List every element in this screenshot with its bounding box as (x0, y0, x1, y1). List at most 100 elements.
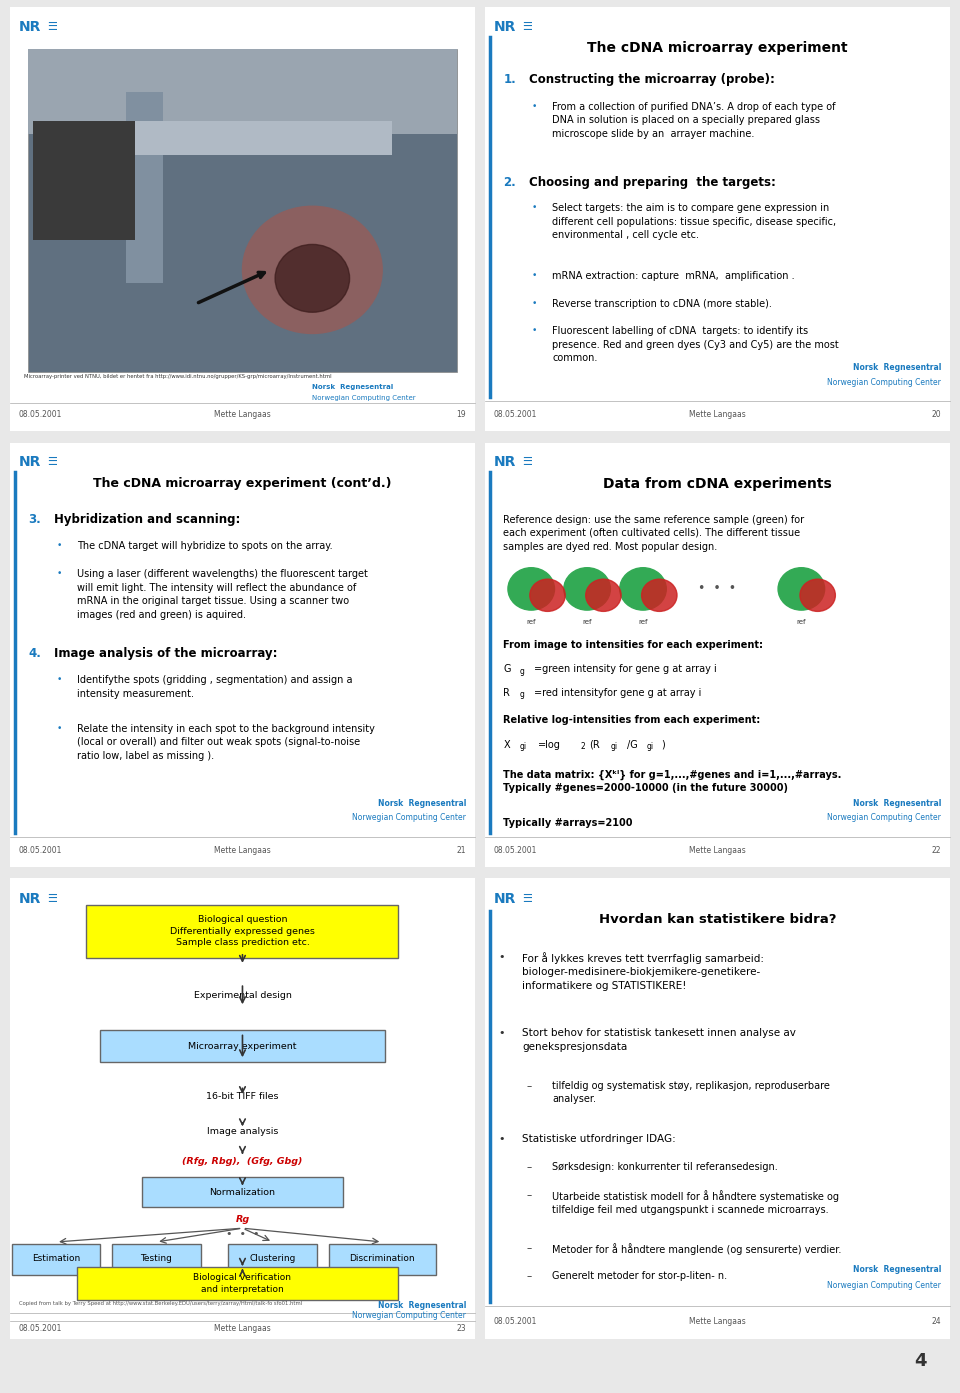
Text: 08.05.2001: 08.05.2001 (19, 411, 62, 419)
Text: Norsk  Regnesentral: Norsk Regnesentral (852, 1265, 941, 1275)
Text: NR: NR (494, 892, 516, 905)
Text: Norsk  Regnesentral: Norsk Regnesentral (377, 798, 466, 808)
Text: g: g (519, 690, 524, 699)
Text: Mette Langaas: Mette Langaas (689, 1316, 746, 1326)
Text: •: • (498, 951, 505, 963)
Text: Hvordan kan statistikere bidra?: Hvordan kan statistikere bidra? (599, 912, 836, 926)
Text: gi: gi (611, 742, 617, 751)
Text: ref: ref (797, 618, 806, 624)
Text: Mette Langaas: Mette Langaas (214, 1323, 271, 1333)
Text: •: • (57, 542, 61, 550)
Text: •: • (531, 272, 537, 280)
Text: Mette Langaas: Mette Langaas (214, 846, 271, 855)
Text: 08.05.2001: 08.05.2001 (19, 846, 62, 855)
Text: For å lykkes kreves tett tverrfaglig samarbeid:
biologer-medisinere-biokjemikere: For å lykkes kreves tett tverrfaglig sam… (522, 951, 764, 990)
Text: Biological question
Differentially expressed genes
Sample class prediction etc.: Biological question Differentially expre… (170, 915, 315, 947)
Text: 2: 2 (580, 742, 585, 751)
Text: ☰: ☰ (47, 22, 57, 32)
Text: 22: 22 (931, 846, 941, 855)
Text: •: • (531, 326, 537, 336)
Text: The cDNA target will hybridize to spots on the array.: The cDNA target will hybridize to spots … (77, 542, 333, 552)
FancyBboxPatch shape (86, 905, 398, 958)
Text: Microarray experiment: Microarray experiment (188, 1042, 297, 1050)
Text: Mette Langaas: Mette Langaas (214, 411, 271, 419)
Text: –: – (527, 1162, 532, 1173)
Circle shape (641, 579, 677, 612)
Text: (Rfg, Rbg),  (Gfg, Gbg): (Rfg, Rbg), (Gfg, Gbg) (182, 1158, 302, 1166)
Text: •: • (498, 1028, 505, 1038)
Text: Relative log-intensities from each experiment:: Relative log-intensities from each exper… (503, 715, 760, 726)
Circle shape (564, 568, 611, 610)
Circle shape (620, 568, 666, 610)
Text: ☰: ☰ (522, 457, 532, 468)
FancyBboxPatch shape (328, 1244, 436, 1275)
Text: Norsk  Regnesentral: Norsk Regnesentral (377, 1301, 466, 1309)
Text: Norwegian Computing Center: Norwegian Computing Center (352, 814, 466, 822)
Text: Using a laser (different wavelengths) the fluorescent target
will emit light. Th: Using a laser (different wavelengths) th… (77, 568, 368, 620)
Text: NR: NR (19, 456, 41, 469)
Text: Copied from talk by Terry Speed at http://www.stat.Berkeley.EDU/users/terry/zarr: Copied from talk by Terry Speed at http:… (19, 1301, 302, 1305)
Text: ☰: ☰ (522, 22, 532, 32)
Text: Fluorescent labelling of cDNA  targets: to identify its
presence. Red and green : Fluorescent labelling of cDNA targets: t… (552, 326, 839, 364)
Text: Statistiske utfordringer IDAG:: Statistiske utfordringer IDAG: (522, 1134, 676, 1144)
Text: Identifythe spots (gridding , segmentation) and assign a
intensity measurement.: Identifythe spots (gridding , segmentati… (77, 676, 352, 699)
Text: Microarray-printer ved NTNU, bildet er hentet fra http://www.idi.ntnu.no/grupper: Microarray-printer ved NTNU, bildet er h… (24, 373, 331, 379)
Text: tilfeldig og systematisk støy, replikasjon, reproduserbare
analyser.: tilfeldig og systematisk støy, replikasj… (552, 1081, 830, 1105)
Text: Choosing and preparing  the targets:: Choosing and preparing the targets: (529, 176, 776, 188)
Text: Stort behov for statistisk tankesett innen analyse av
genekspresjonsdata: Stort behov for statistisk tankesett inn… (522, 1028, 796, 1052)
Circle shape (800, 579, 835, 612)
Text: •: • (57, 724, 61, 733)
Text: Reverse transcription to cDNA (more stable).: Reverse transcription to cDNA (more stab… (552, 298, 772, 309)
Text: Reference design: use the same reference sample (green) for
each experiment (oft: Reference design: use the same reference… (503, 514, 804, 552)
Text: –: – (527, 1272, 532, 1282)
Text: Utarbeide statistisk modell for å håndtere systematiske og
tilfeldige feil med u: Utarbeide statistisk modell for å håndte… (552, 1190, 839, 1216)
Text: gi: gi (647, 742, 654, 751)
Text: Norwegian Computing Center: Norwegian Computing Center (828, 814, 941, 822)
Text: Clustering: Clustering (250, 1254, 296, 1262)
Text: Metoder for å håndtere manglende (og sensurerte) verdier.: Metoder for å håndtere manglende (og sen… (552, 1243, 842, 1255)
Text: ): ) (661, 740, 665, 749)
Text: Biological verification
and interpretation: Biological verification and interpretati… (194, 1273, 292, 1294)
Text: Norsk  Regnesentral: Norsk Regnesentral (852, 798, 941, 808)
Text: Norwegian Computing Center: Norwegian Computing Center (828, 378, 941, 387)
Circle shape (586, 579, 621, 612)
Text: mRNA extraction: capture  mRNA,  amplification .: mRNA extraction: capture mRNA, amplifica… (552, 272, 795, 281)
Text: 4: 4 (914, 1353, 927, 1371)
Text: 23: 23 (456, 1323, 466, 1333)
Text: Norwegian Computing Center: Norwegian Computing Center (312, 396, 416, 401)
Text: Image analysis of the microarray:: Image analysis of the microarray: (54, 648, 277, 660)
Text: Norsk  Regnesentral: Norsk Regnesentral (852, 364, 941, 372)
Text: Relate the intensity in each spot to the background intensity
(local or overall): Relate the intensity in each spot to the… (77, 724, 375, 761)
Text: 08.05.2001: 08.05.2001 (494, 1316, 538, 1326)
Text: Constructing the microarray (probe):: Constructing the microarray (probe): (529, 72, 775, 86)
Text: The cDNA microarray experiment (cont’d.): The cDNA microarray experiment (cont’d.) (93, 476, 392, 489)
Text: ☰: ☰ (47, 457, 57, 468)
Text: Sørksdesign: konkurrenter til referansedesign.: Sørksdesign: konkurrenter til referansed… (552, 1162, 778, 1173)
Circle shape (508, 568, 555, 610)
FancyBboxPatch shape (112, 1244, 201, 1275)
Text: 21: 21 (457, 846, 466, 855)
Text: Mette Langaas: Mette Langaas (689, 411, 746, 419)
Text: The data matrix: {Xᵏᴵ} for g=1,...,#genes and i=1,...,#arrays.
Typically #genes=: The data matrix: {Xᵏᴵ} for g=1,...,#gene… (503, 769, 842, 794)
Text: =red intensityfor gene g at array i: =red intensityfor gene g at array i (534, 688, 701, 698)
Text: •: • (531, 102, 537, 110)
Text: Experimental design: Experimental design (194, 992, 292, 1000)
Text: From image to intensities for each experiment:: From image to intensities for each exper… (503, 639, 763, 649)
Text: Normalization: Normalization (209, 1188, 276, 1197)
Text: 08.05.2001: 08.05.2001 (19, 1323, 62, 1333)
Text: Select targets: the aim is to compare gene expression in
different cell populati: Select targets: the aim is to compare ge… (552, 203, 836, 241)
Text: G: G (503, 664, 511, 674)
Text: •: • (498, 1134, 505, 1144)
Text: 1.: 1. (503, 72, 516, 86)
Text: Typically #arrays=2100: Typically #arrays=2100 (503, 818, 633, 829)
Text: R: R (503, 688, 510, 698)
Text: NR: NR (19, 20, 41, 33)
FancyBboxPatch shape (101, 1031, 385, 1063)
Text: •: • (57, 676, 61, 684)
Text: 4.: 4. (28, 648, 41, 660)
Text: –: – (527, 1081, 532, 1091)
Text: Hybridization and scanning:: Hybridization and scanning: (54, 513, 240, 525)
Circle shape (778, 568, 825, 610)
Text: •: • (531, 203, 537, 212)
FancyBboxPatch shape (28, 49, 457, 134)
